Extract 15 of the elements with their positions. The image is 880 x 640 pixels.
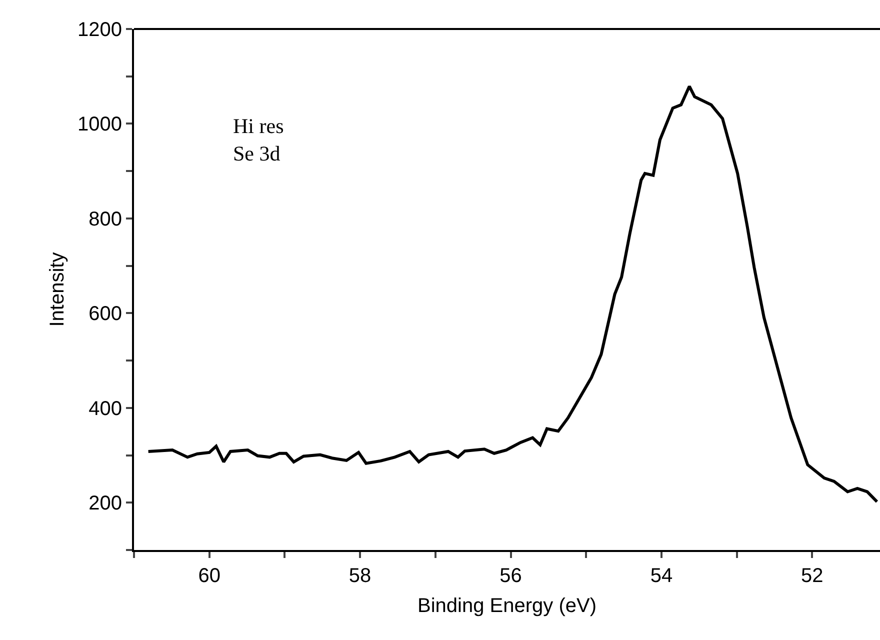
y-tick-label: 1200 — [78, 19, 122, 41]
annotation: Hi res Se 3d — [233, 114, 284, 166]
y-tick-label: 400 — [88, 398, 122, 420]
y-tick-label: 800 — [88, 208, 122, 230]
y-tick-label: 600 — [88, 303, 122, 326]
x-tick-label: 56 — [500, 565, 522, 587]
y-tick-label: 1000 — [78, 114, 122, 136]
x-axis-title: Binding Energy (eV) — [418, 595, 596, 617]
y-axis-title: Intensity — [46, 252, 68, 327]
line-series — [146, 84, 878, 504]
x-tick-label: 58 — [348, 565, 372, 587]
x-tick-label: 52 — [801, 565, 824, 587]
x-tick-label: 54 — [650, 565, 673, 587]
x-tick-label: 60 — [198, 565, 220, 587]
y-tick-label: 200 — [88, 492, 122, 515]
